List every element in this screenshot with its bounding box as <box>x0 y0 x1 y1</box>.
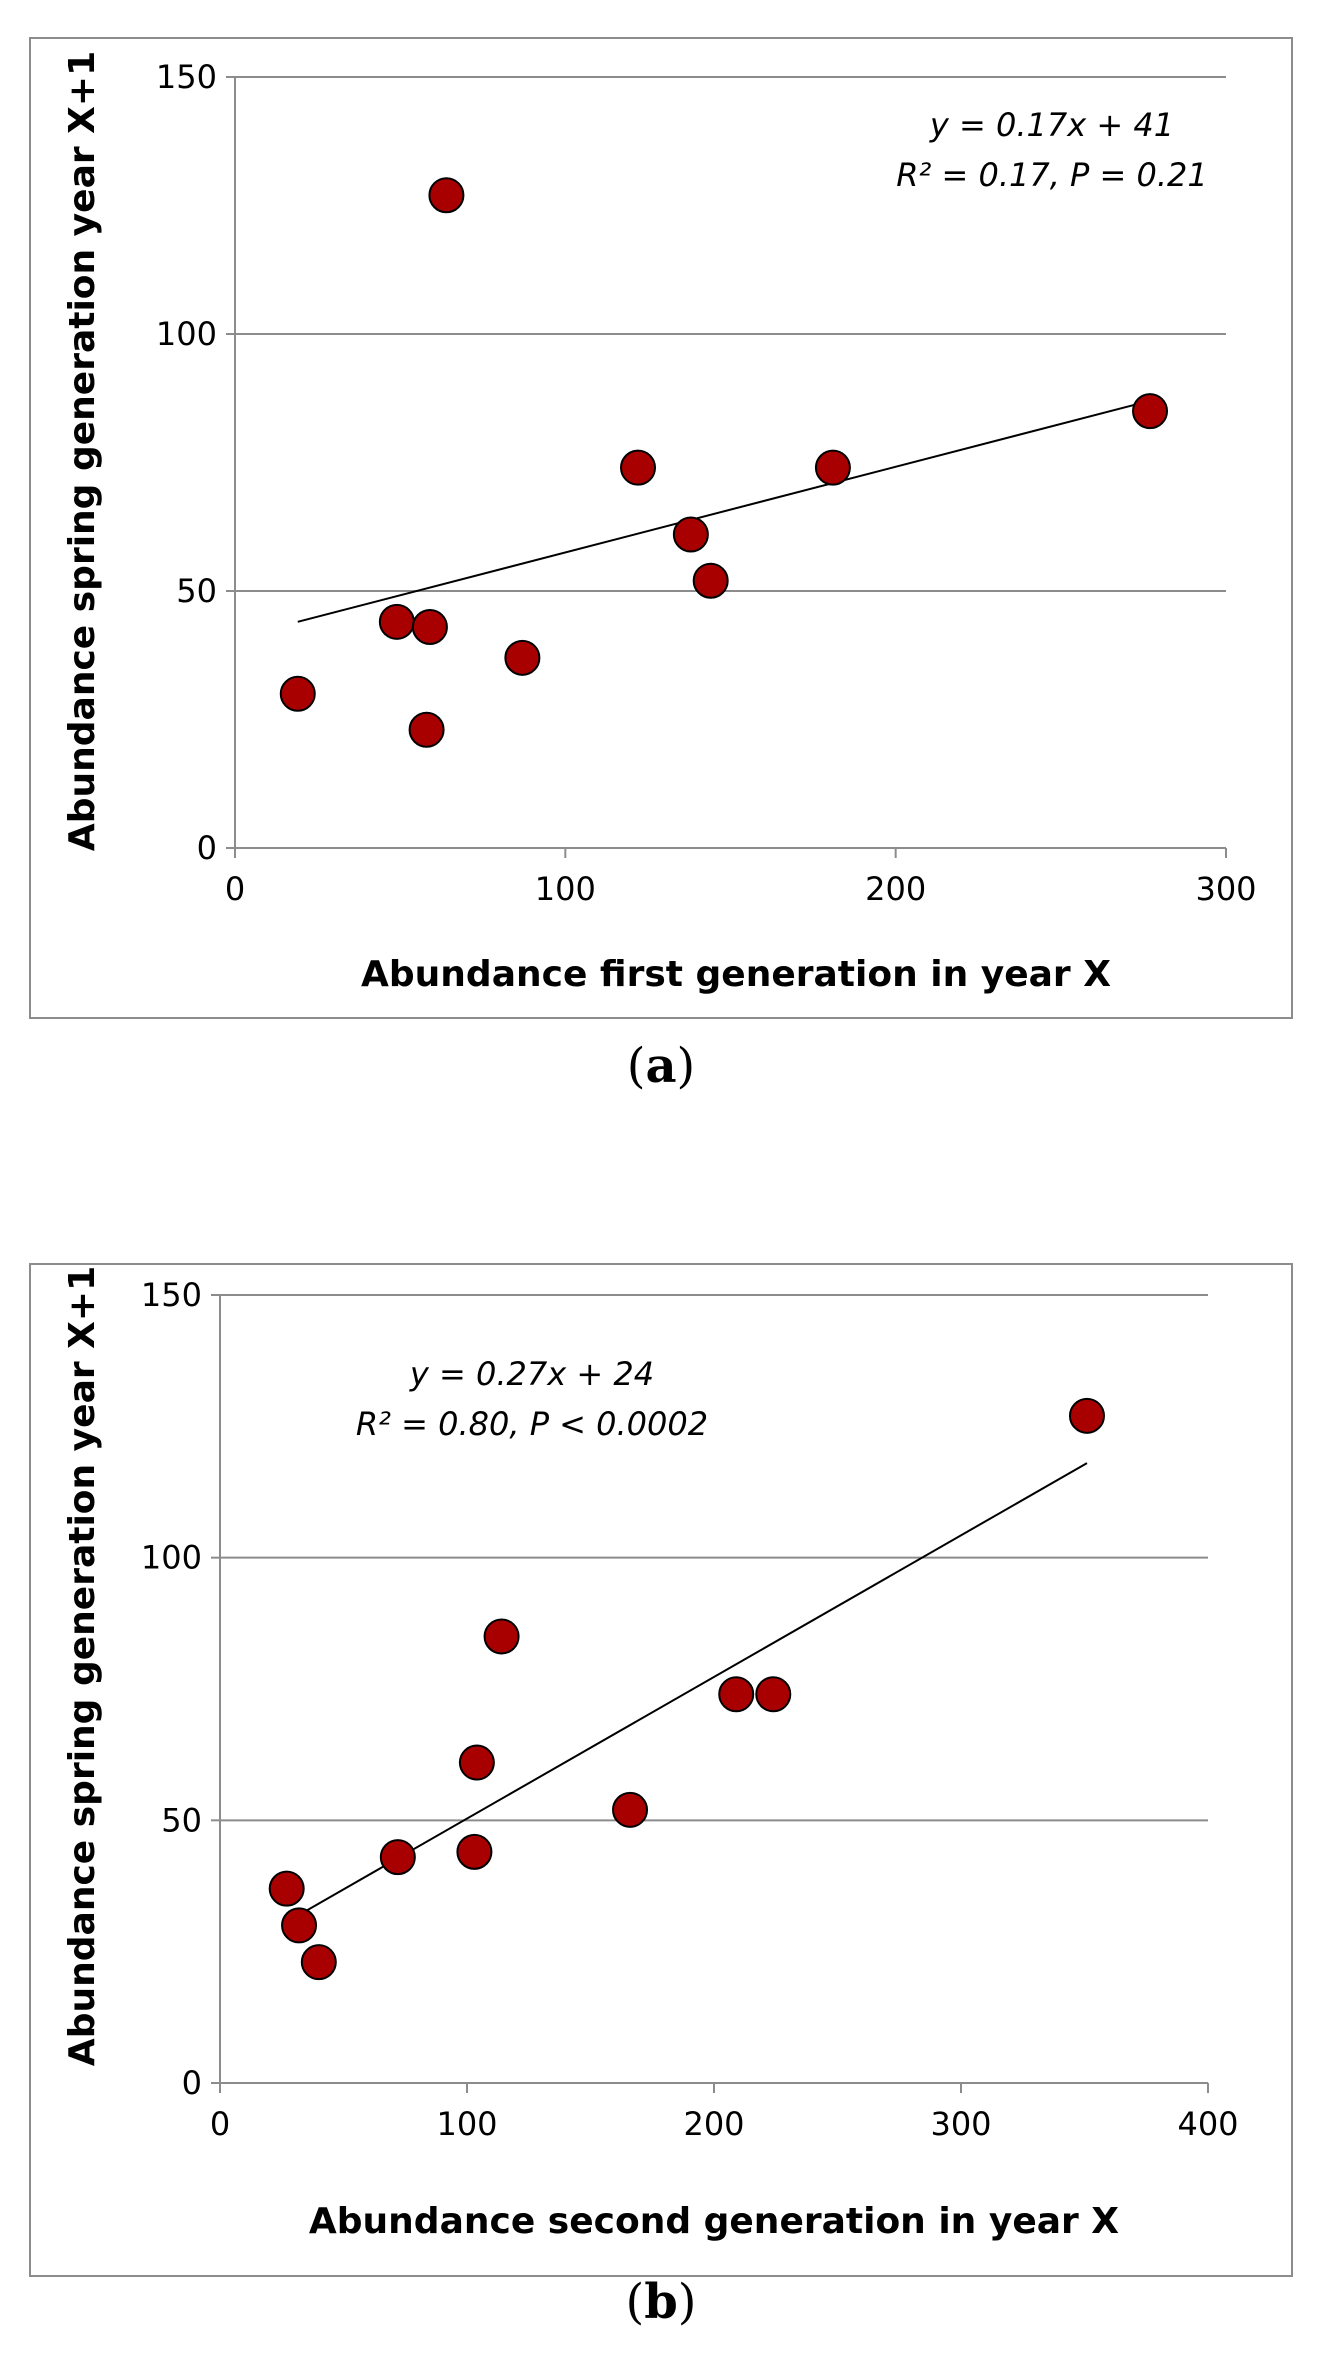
x-tick-label-a-3: 300 <box>1195 870 1256 908</box>
y-tick-label-b-2: 100 <box>141 1539 202 1577</box>
y-tick-label-b-1: 50 <box>161 1801 202 1839</box>
ticks-b: 0 50 100 150 0 100 200 300 400 <box>141 1276 1239 2143</box>
x-tick-label-a-2: 200 <box>865 870 926 908</box>
panel-b: 0 50 100 150 0 100 200 300 400 Abundance second … <box>29 1263 1293 2330</box>
points-layer-a <box>279 177 1169 748</box>
gridlines-b <box>220 1294 1208 1822</box>
y-tick-label-b-3: 150 <box>141 1276 202 1314</box>
data-point-a-1 <box>378 603 415 640</box>
x-tick-label-b-2: 200 <box>683 2105 744 2143</box>
equation-b: y = 0.27x + 24 <box>409 1355 654 1393</box>
data-point-b-2 <box>300 1944 337 1981</box>
data-point-b-1 <box>281 1907 318 1944</box>
trendline-layer-b <box>298 1462 1088 1916</box>
y-axis-label-a: Abundance spring generation year X+1 <box>62 51 103 851</box>
data-point-a-9 <box>814 449 851 486</box>
panel-caption-a: (a) <box>627 1038 696 1094</box>
x-tick-label-b-4: 400 <box>1177 2105 1238 2143</box>
data-point-b-4 <box>456 1833 493 1870</box>
equation-a: y = 0.17x + 41 <box>929 106 1174 144</box>
stats-b: R² = 0.80, P < 0.0002 <box>356 1405 708 1443</box>
points-layer-b <box>268 1397 1105 1981</box>
panel-letter-a: a <box>645 1038 676 1094</box>
x-tick-label-a-0: 0 <box>225 870 245 908</box>
gridlines-a <box>235 76 1226 592</box>
data-point-a-7 <box>672 516 709 553</box>
data-point-a-0 <box>279 675 316 712</box>
x-tick-label-b-0: 0 <box>210 2105 230 2143</box>
data-point-a-5 <box>504 639 541 676</box>
panel-letter-b: b <box>644 2274 678 2330</box>
x-axis-label-a: Abundance first generation in year X <box>361 954 1111 995</box>
stats-a: R² = 0.17, P = 0.21 <box>896 156 1208 194</box>
data-point-b-10 <box>1068 1397 1105 1434</box>
data-point-a-2 <box>411 608 448 645</box>
x-axis-label-b: Abundance second generation in year X <box>309 2201 1119 2242</box>
trendline-layer-a <box>297 399 1151 623</box>
y-tick-label-a-3: 150 <box>156 58 217 96</box>
data-point-a-10 <box>1132 393 1169 430</box>
data-point-b-5 <box>458 1744 495 1781</box>
y-tick-label-b-0: 0 <box>182 2064 202 2102</box>
y-axis-label-b: Abundance spring generation year X+1 <box>62 1266 103 2066</box>
data-point-b-6 <box>483 1618 520 1655</box>
trendline-b <box>298 1462 1088 1916</box>
panel-caption-b: (b) <box>625 2274 696 2330</box>
data-point-b-7 <box>612 1791 649 1828</box>
data-point-b-9 <box>755 1676 792 1713</box>
data-point-b-8 <box>718 1676 755 1713</box>
panel-a: 0 50 100 150 0 100 200 300 Abundance first gene… <box>29 37 1293 1094</box>
y-tick-label-a-1: 50 <box>176 572 217 610</box>
trendline-a <box>297 399 1151 623</box>
data-point-b-3 <box>379 1839 416 1876</box>
data-point-a-3 <box>408 711 445 748</box>
y-tick-label-a-2: 100 <box>156 315 217 353</box>
ticks-a: 0 50 100 150 0 100 200 300 <box>156 58 1257 908</box>
data-point-a-4 <box>428 177 465 214</box>
data-point-a-6 <box>620 449 657 486</box>
x-tick-label-a-1: 100 <box>535 870 596 908</box>
x-tick-label-b-3: 300 <box>930 2105 991 2143</box>
data-point-b-0 <box>268 1870 305 1907</box>
y-tick-label-a-0: 0 <box>197 829 217 867</box>
axes-a <box>234 77 1226 849</box>
x-tick-label-b-1: 100 <box>436 2105 497 2143</box>
data-point-a-8 <box>692 562 729 599</box>
